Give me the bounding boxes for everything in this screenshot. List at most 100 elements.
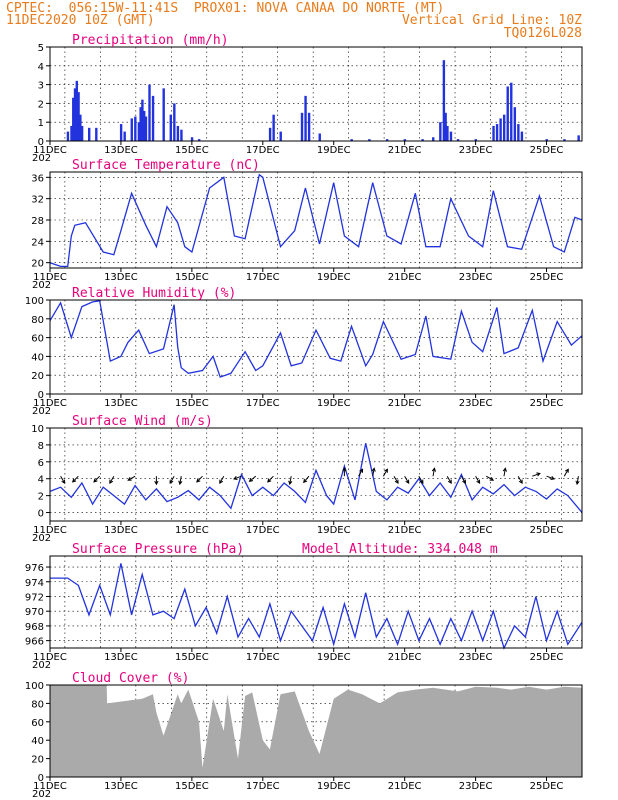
precip-bar [577,135,580,141]
wind-shaft [179,476,182,485]
wind-vector [485,475,495,481]
y-tick-label: 0 [38,773,44,784]
precip-bar [142,110,146,141]
precip-bar [79,114,82,141]
precip-bar [513,107,517,141]
wind-shaft [517,475,523,484]
precip-bar [545,139,548,141]
x-tick-label: 15DEC [175,398,209,409]
panel-frame [49,555,583,649]
wind-vector [154,476,159,486]
wind-head [462,479,466,485]
precip-bar [502,114,506,141]
wind-vector [342,467,347,477]
wind-vector [418,475,424,485]
x-tick-label: 11DEC [33,525,67,536]
year-fragment: 202 [32,660,51,671]
precip-bar [197,139,201,141]
wind-shaft [503,468,506,477]
precip-bar [446,125,449,141]
wind-head [303,478,308,484]
y-tick-label: 6 [38,458,44,469]
wind-shaft [475,475,481,484]
y-tick-label: 100 [25,681,44,692]
wind-vector [460,475,466,485]
wind-vector [93,475,101,483]
x-tick-label: 15DEC [175,525,209,536]
wind-vector [233,475,242,480]
wind-head [502,467,507,472]
x-tick-label: 15DEC [175,145,209,156]
precip-bar [169,114,172,141]
precip-bar [456,139,460,141]
x-tick-label: 15DEC [175,652,209,663]
wind-vector [575,476,580,486]
wind-vector [371,467,376,477]
wind-vector [288,476,293,486]
header-location: CPTEC: 056:15W-11:41S PROX01: NOVA CANAA… [6,1,445,16]
wind-vector [127,475,136,481]
x-tick-label: 23DEC [459,525,493,536]
x-tick-label: 19DEC [317,272,351,283]
x-tick-label: 19DEC [317,525,351,536]
wind-vector [358,468,364,477]
x-tick-label: 19DEC [317,398,351,409]
precip-bar [123,131,126,141]
year-fragment: 202 [32,153,51,164]
y-tick-label: 5 [38,43,44,54]
x-tick-label: 19DEC [317,652,351,663]
precip-bar [492,125,495,141]
year-fragment: 202 [32,533,51,544]
y-tick-label: 24 [31,237,44,248]
y-tick-label: 0 [38,137,44,148]
x-tick-label: 25DEC [530,145,564,156]
wind-head [93,478,98,483]
y-tick-label: 28 [31,216,44,227]
wind-head [233,475,238,480]
precip-bar [75,80,78,141]
precip-bar [88,127,91,141]
x-tick-label: 11DEC [33,781,67,792]
x-tick-label: 25DEC [530,652,564,663]
header-grid-line: Vertical Grid Line: 10Z [401,13,582,28]
wind-head [384,468,388,473]
precip-bar [162,88,165,141]
x-tick-label: 23DEC [459,781,493,792]
wind-shaft [546,475,555,480]
wind-shaft [267,475,274,483]
wind-head [550,475,556,480]
precip-bar [130,118,133,141]
wind-shaft [303,475,310,483]
wind-head [419,479,424,485]
x-tick-label: 17DEC [246,781,280,792]
precip-bar [119,124,123,141]
y-tick-label: 1 [38,118,44,129]
precip-bar [449,131,453,141]
precip-bar [173,103,176,141]
precip-bar [190,137,194,141]
y-tick-label: 976 [25,563,44,574]
x-tick-label: 13DEC [104,525,138,536]
x-tick-label: 17DEC [246,145,280,156]
wind-vector [563,468,569,477]
wind-shaft [418,475,424,484]
x-tick-label: 15DEC [175,781,209,792]
wind-head [518,479,523,485]
x-tick-label: 19DEC [317,145,351,156]
x-tick-label: 21DEC [388,398,422,409]
precip-bar [442,60,446,141]
wind-vector [109,475,115,485]
wind-head [489,476,495,481]
wind-shaft [576,476,579,485]
y-tick-label: 10 [31,424,44,435]
y-tick-label: 2 [38,99,44,110]
y-tick-label: 20 [31,371,44,382]
y-tick-label: 2 [38,492,44,503]
precip-bar [176,125,180,141]
year-fragment: 202 [32,280,51,291]
wind-head [267,478,272,483]
wind-shaft [393,475,399,484]
panel-title-0: Precipitation (mm/h) [72,33,229,48]
wind-shaft [60,475,66,484]
x-tick-label: 17DEC [246,398,280,409]
